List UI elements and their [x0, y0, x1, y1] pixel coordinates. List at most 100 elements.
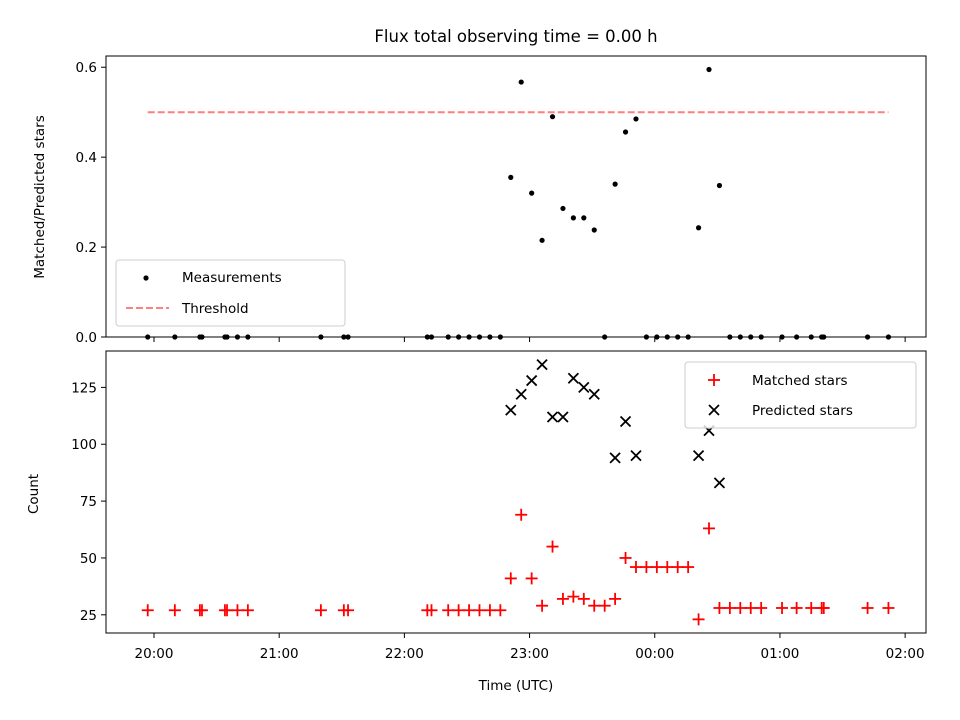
matched-star-point — [463, 604, 476, 617]
matched-star-point — [567, 590, 580, 603]
top-x-ticks — [153, 337, 906, 342]
predicted-star-point — [588, 388, 600, 400]
bottom-plot-frame — [105, 350, 927, 634]
matched-star-point — [609, 592, 622, 605]
measurement-point — [612, 181, 618, 187]
top-legend-box — [115, 259, 346, 327]
measurement-point — [549, 114, 556, 120]
matched-star-point — [661, 561, 674, 574]
matched-star-point — [723, 601, 736, 614]
top-y-axis-label: Matched/Predicted stars — [32, 115, 48, 278]
bottom-y-axis-label-group: Count — [26, 474, 42, 514]
matched-star-point — [588, 599, 601, 612]
measurement-point — [716, 182, 723, 189]
matched-star-point — [629, 561, 642, 574]
bottom-plot-marks — [141, 359, 895, 626]
bottom-legend: Matched stars Predicted stars — [684, 361, 917, 429]
legend-measurements-label: Measurements — [182, 270, 282, 286]
measurement-point — [570, 215, 576, 221]
top-y-tick-label: 0.4 — [76, 150, 97, 166]
bottom-legend-box — [684, 361, 917, 429]
matched-star-point — [546, 540, 559, 553]
measurement-point — [518, 79, 524, 85]
matched-star-point — [713, 601, 726, 614]
matched-star-point — [734, 601, 747, 614]
matched-star-point — [442, 604, 455, 617]
legend-matched-marker — [708, 374, 720, 386]
matched-star-point — [536, 599, 549, 612]
predicted-star-point — [692, 449, 705, 462]
bottom-y-tick-label: 75 — [80, 494, 97, 510]
matched-star-point — [755, 601, 768, 614]
x-tick-label: 23:00 — [510, 646, 549, 662]
predicted-star-point — [609, 452, 621, 464]
matched-star-point — [483, 604, 496, 617]
matched-star-point — [619, 551, 632, 564]
matched-star-point — [650, 561, 663, 574]
bottom-y-tick-label: 50 — [80, 551, 97, 567]
measurement-point — [695, 225, 702, 231]
measurement-point — [539, 237, 545, 243]
x-tick-label: 21:00 — [260, 646, 299, 662]
matched-star-point — [525, 572, 538, 585]
top-y-ticks: 0.0 0.2 0.4 0.6 — [76, 60, 106, 346]
matched-star-point — [195, 604, 208, 617]
matched-star-point — [640, 561, 653, 574]
predicted-star-point — [557, 411, 569, 423]
top-y-axis-label-group: Matched/Predicted stars — [32, 115, 48, 278]
matched-star-point — [817, 601, 830, 614]
matched-star-point — [671, 561, 684, 574]
predicted-star-point — [526, 374, 538, 387]
matched-star-point — [342, 604, 355, 617]
predicted-star-point — [630, 449, 642, 462]
matched-star-point — [168, 604, 181, 617]
matched-star-point — [504, 572, 517, 585]
x-tick-label: 02:00 — [886, 646, 925, 662]
predicted-star-point — [578, 381, 590, 394]
predicted-star-point — [713, 477, 726, 489]
legend-predicted-label: Predicted stars — [752, 403, 853, 419]
x-tick-label: 20:00 — [135, 646, 174, 662]
x-tick-label: 00:00 — [635, 646, 674, 662]
bottom-y-tick-label: 25 — [80, 608, 97, 624]
bottom-x-ticks: 20:00 21:00 22:00 23:00 00:00 01:00 02:00 — [135, 633, 925, 662]
x-tick-label: 22:00 — [385, 646, 424, 662]
legend-predicted-marker — [708, 404, 720, 416]
predicted-star-point — [536, 359, 548, 371]
matched-star-point — [703, 522, 716, 535]
matched-star-point — [494, 604, 507, 617]
chart-title: Flux total observing time = 0.00 h — [374, 27, 657, 46]
bottom-y-tick-label: 125 — [71, 380, 97, 396]
x-axis-label: Time (UTC) — [478, 678, 554, 694]
predicted-star-point — [619, 415, 632, 428]
matched-star-point — [790, 601, 803, 614]
measurement-point — [706, 66, 712, 73]
matched-star-point — [425, 604, 438, 617]
legend-measurements-marker — [143, 275, 149, 281]
bottom-y-axis-label: Count — [26, 474, 42, 514]
matched-star-point — [221, 604, 234, 617]
bottom-y-ticks: 25 50 75 100 125 — [71, 380, 106, 624]
matched-star-point — [473, 604, 486, 617]
x-tick-label: 01:00 — [760, 646, 799, 662]
matched-star-point — [577, 592, 590, 605]
matched-star-point — [744, 601, 757, 614]
measurement-point — [591, 227, 597, 233]
top-y-tick-label: 0.2 — [76, 240, 97, 256]
matched-star-point — [861, 601, 874, 614]
predicted-star-point — [546, 411, 559, 423]
matched-star-point — [692, 613, 705, 626]
top-plot-frame — [105, 55, 927, 338]
predicted-star-point — [515, 388, 527, 400]
matched-star-point — [314, 604, 327, 617]
matched-star-point — [452, 604, 465, 617]
top-plot-marks — [145, 66, 892, 340]
measurement-point — [633, 116, 639, 122]
measurement-point — [508, 174, 514, 180]
matched-star-point — [776, 601, 789, 614]
matched-star-point — [882, 601, 895, 614]
measurement-point — [529, 190, 535, 196]
top-y-tick-label: 0.0 — [76, 330, 97, 346]
